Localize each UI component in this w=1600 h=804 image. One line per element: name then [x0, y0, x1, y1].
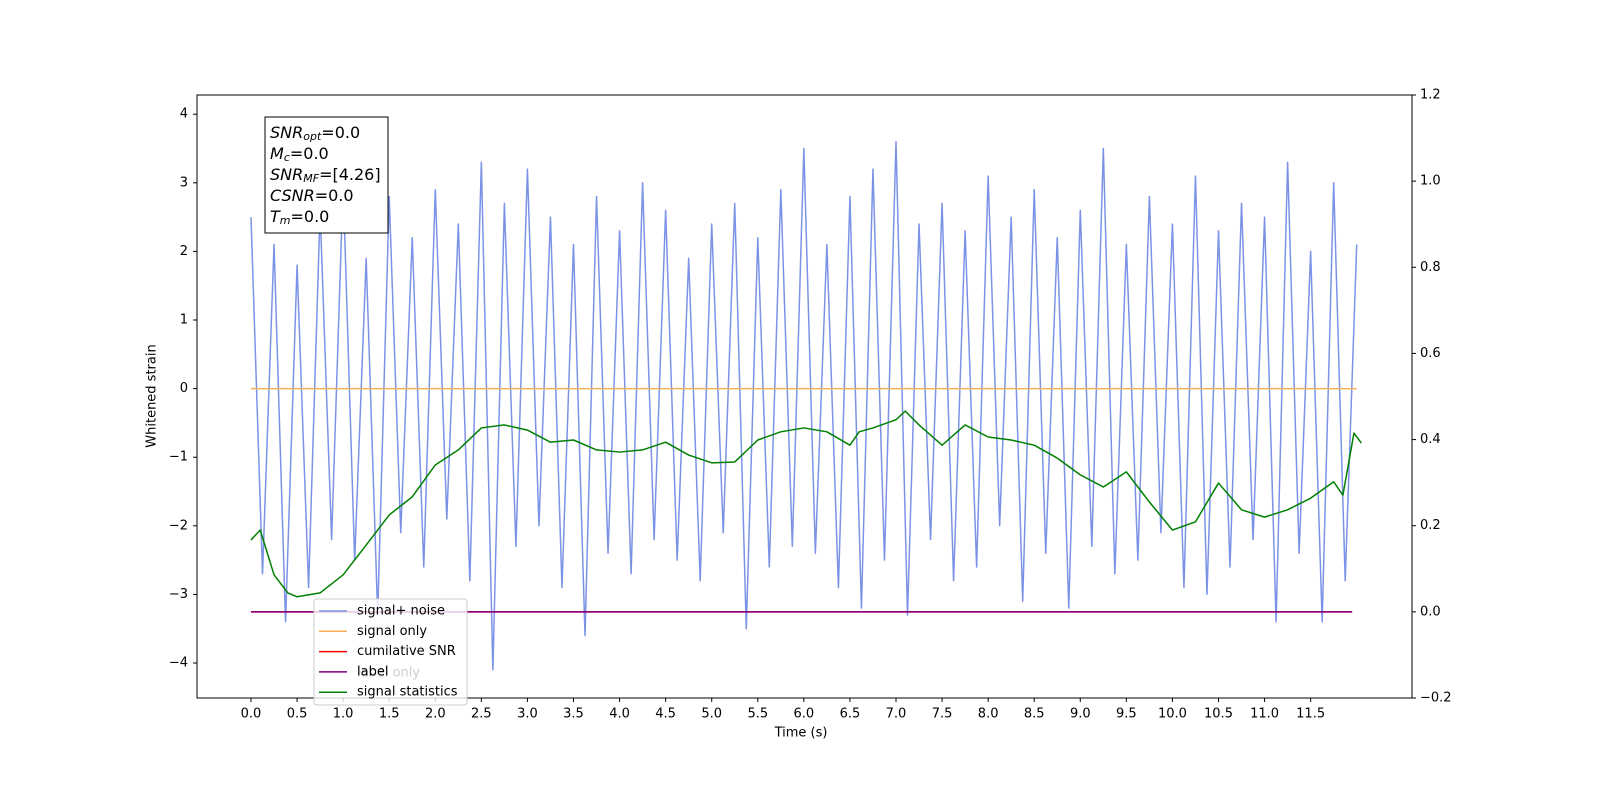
y-tick-label: 0 [180, 381, 188, 396]
y-tick-label: 1 [180, 313, 188, 328]
x-tick-label: 11.5 [1296, 707, 1325, 722]
legend-box [313, 598, 468, 706]
annotation: SNRopt=0.0 [270, 123, 360, 144]
x-tick-label: 9.0 [1070, 707, 1091, 722]
y2-tick-label: 0.4 [1420, 432, 1441, 447]
y-tick-label: 2 [180, 244, 188, 259]
annotation-symbol: M [270, 144, 284, 163]
x-tick-label: 10.5 [1204, 707, 1233, 722]
y-axis-label: Whitened strain [145, 344, 160, 447]
x-tick-label: 4.5 [655, 707, 676, 722]
x-axis-label: Time (s) [774, 726, 828, 741]
x-tick-label: 9.5 [1116, 707, 1137, 722]
x-tick-label: 8.5 [1024, 707, 1045, 722]
x-tick-label: 0.5 [287, 707, 308, 722]
legend-label: label [357, 664, 388, 679]
annotation-subscript: m [280, 214, 291, 227]
y-tick-label: 4 [180, 107, 188, 122]
x-tick-label: 4.0 [609, 707, 630, 722]
y2-tick-label: −0.2 [1420, 691, 1452, 706]
y-tick-label: −3 [169, 587, 188, 602]
annotation: CSNR=0.0 [270, 186, 354, 205]
annotation-symbol: SNR [270, 123, 303, 142]
x-tick-label: 1.5 [379, 707, 400, 722]
annotation: Tm=0.0 [270, 207, 329, 228]
annotation-symbol: SNR [270, 165, 303, 184]
x-tick-label: 1.0 [333, 707, 354, 722]
x-tick-label: 3.0 [517, 707, 538, 722]
series-line [250, 140, 1358, 671]
x-tick-label: 0.0 [241, 707, 262, 722]
x-tick-label: 6.0 [794, 707, 815, 722]
annotation: Mc=0.0 [270, 144, 329, 165]
annotation-value: =0.0 [290, 144, 329, 163]
y2-tick-label: 0.8 [1420, 260, 1441, 275]
x-tick-label: 3.5 [563, 707, 584, 722]
x-tick-label: 8.0 [978, 707, 999, 722]
annotation-box [264, 116, 389, 234]
y-tick-label: −2 [169, 518, 188, 533]
x-tick-label: 10.0 [1158, 707, 1187, 722]
x-tick-label: 11.0 [1250, 707, 1279, 722]
legend-label: signal statistics [357, 685, 458, 700]
x-tick-label: 6.5 [840, 707, 861, 722]
plot-frame [196, 94, 1413, 699]
x-tick-label: 7.5 [932, 707, 953, 722]
legend-label: signal+ noise [357, 604, 445, 619]
x-tick-label: 2.0 [425, 707, 446, 722]
y-tick-label: −4 [169, 656, 188, 671]
annotation-value: =0.0 [315, 186, 354, 205]
x-tick-label: 7.0 [886, 707, 907, 722]
annotation: SNRMF=[4.26] [270, 165, 381, 186]
y2-tick-label: 0.2 [1420, 518, 1441, 533]
annotation-value: =0.0 [291, 207, 330, 226]
y2-tick-label: 1.0 [1420, 174, 1441, 189]
series-line [250, 410, 1362, 598]
annotation-subscript: opt [303, 130, 322, 143]
legend-label: signal only [357, 624, 427, 639]
legend-label: cumilative SNR [357, 644, 456, 659]
annotation-value: =0.0 [321, 123, 360, 142]
annotation-symbol: CSNR [270, 186, 315, 205]
annotation-subscript: c [284, 151, 290, 164]
x-tick-label: 5.0 [701, 707, 722, 722]
y2-tick-label: 0.0 [1420, 604, 1441, 619]
y-tick-label: −1 [169, 450, 188, 465]
y2-tick-label: 1.2 [1420, 88, 1441, 103]
annotation-subscript: MF [303, 172, 319, 185]
annotation-symbol: T [270, 207, 281, 226]
x-tick-label: 5.5 [747, 707, 768, 722]
y-tick-label: 3 [180, 175, 188, 190]
x-tick-label: 2.5 [471, 707, 492, 722]
y2-tick-label: 0.6 [1420, 346, 1441, 361]
annotation-value: =[4.26] [319, 165, 381, 184]
